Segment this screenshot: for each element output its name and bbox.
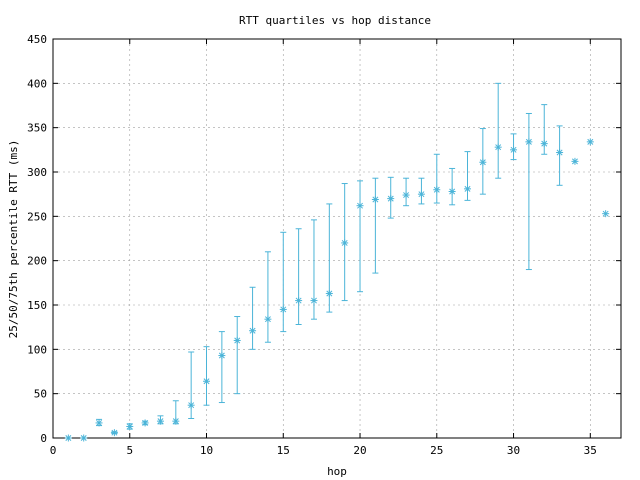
data-point (203, 346, 211, 406)
data-point (479, 128, 487, 195)
data-point (279, 231, 287, 333)
median-marker (325, 289, 333, 297)
median-marker (110, 429, 118, 437)
median-marker (203, 377, 211, 385)
median-marker (156, 417, 164, 425)
data-point (110, 429, 118, 437)
x-tick-label: 20 (353, 444, 366, 457)
y-tick-label: 400 (27, 77, 47, 90)
x-tick-label: 15 (277, 444, 290, 457)
y-tick-label: 200 (27, 255, 47, 268)
y-tick-label: 0 (40, 432, 47, 445)
median-marker (556, 148, 564, 156)
data-point (187, 351, 195, 419)
chart-title: RTT quartiles vs hop distance (239, 14, 431, 27)
median-marker (571, 157, 579, 165)
data-point (556, 125, 564, 186)
median-marker (356, 202, 364, 210)
x-tick-label: 0 (50, 444, 57, 457)
median-marker (126, 422, 134, 430)
median-marker (371, 195, 379, 203)
data-point (402, 177, 410, 207)
y-tick-label: 300 (27, 166, 47, 179)
median-marker (233, 336, 241, 344)
data-point (95, 418, 103, 427)
median-marker (540, 140, 548, 148)
x-axis-label: hop (327, 465, 347, 478)
data-point (156, 415, 164, 425)
median-marker (80, 434, 88, 442)
data-point (233, 316, 241, 395)
y-tick-label: 150 (27, 299, 47, 312)
median-marker (141, 419, 149, 427)
data-point (448, 167, 456, 206)
data-layer (64, 82, 610, 442)
y-tick-label: 50 (34, 388, 47, 401)
median-marker (602, 210, 610, 218)
median-marker (525, 138, 533, 146)
data-point (540, 104, 548, 155)
data-point (586, 138, 594, 146)
median-marker (417, 190, 425, 198)
data-point (571, 157, 579, 165)
median-marker (249, 327, 257, 335)
median-marker (448, 188, 456, 196)
median-marker (95, 419, 103, 427)
data-point (325, 203, 333, 313)
data-point (310, 219, 318, 320)
median-marker (494, 143, 502, 151)
median-marker (187, 401, 195, 409)
data-point (80, 434, 88, 442)
median-marker (402, 191, 410, 199)
median-marker (64, 434, 72, 442)
x-tick-label: 5 (126, 444, 133, 457)
data-point (141, 419, 149, 427)
data-point (417, 177, 425, 205)
data-point (510, 133, 518, 161)
x-tick-label: 10 (200, 444, 213, 457)
median-marker (586, 138, 594, 146)
data-point (264, 251, 272, 343)
y-tick-label: 250 (27, 210, 47, 223)
x-tick-label: 30 (507, 444, 520, 457)
x-tick-label: 35 (584, 444, 597, 457)
data-point (341, 183, 349, 302)
data-point (463, 151, 471, 201)
data-point (494, 82, 502, 179)
plot-frame (52, 38, 622, 439)
median-marker (463, 185, 471, 193)
y-tick-label: 100 (27, 343, 47, 356)
data-point (218, 331, 226, 404)
data-point (525, 112, 533, 271)
data-point (249, 286, 257, 350)
median-marker (510, 146, 518, 154)
grid-lines (53, 39, 621, 438)
median-marker (279, 305, 287, 313)
axis-ticks: 0 5 10 15 20 25 30 3505010015020025030035040045… (27, 33, 621, 457)
data-point (433, 153, 441, 204)
median-marker (172, 417, 180, 425)
median-marker (295, 297, 303, 305)
data-point (295, 228, 303, 326)
data-point (126, 422, 134, 430)
median-marker (341, 239, 349, 247)
y-axis-label: 25/50/75th percentile RTT (ms) (7, 140, 20, 339)
data-point (356, 180, 364, 293)
median-marker (433, 186, 441, 194)
y-tick-label: 350 (27, 122, 47, 135)
data-point (371, 177, 379, 274)
x-tick-label: 25 (430, 444, 443, 457)
median-marker (264, 315, 272, 323)
data-point (387, 176, 395, 219)
median-marker (218, 352, 226, 360)
median-marker (310, 297, 318, 305)
y-tick-label: 450 (27, 33, 47, 46)
median-marker (479, 158, 487, 166)
median-marker (387, 195, 395, 203)
data-point (602, 210, 610, 218)
data-point (64, 434, 72, 442)
data-point (172, 400, 180, 425)
